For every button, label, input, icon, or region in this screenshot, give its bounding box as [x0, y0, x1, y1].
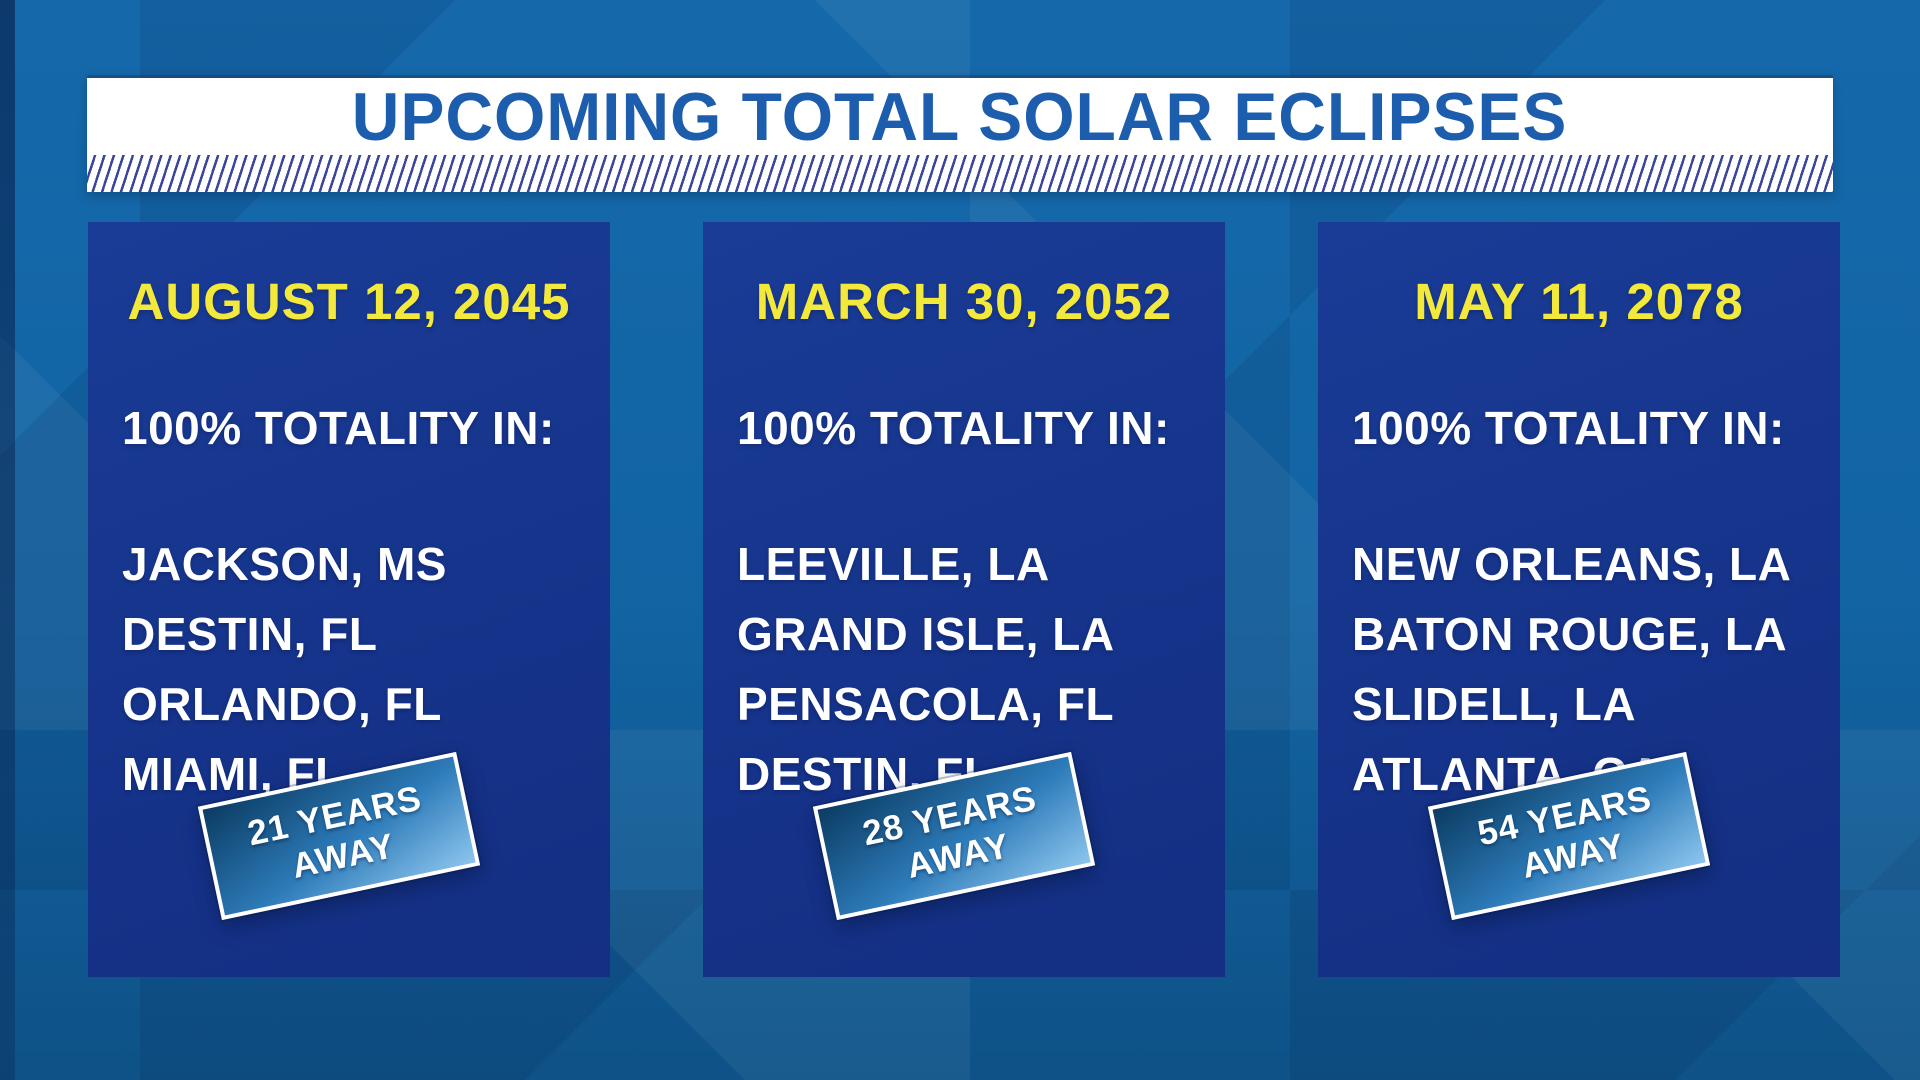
title-banner-hatch-stripe: [87, 155, 1833, 192]
city-line: LEEVILLE, LA: [737, 538, 1050, 590]
city-line: BATON ROUGE, LA: [1352, 608, 1788, 660]
city-line: GRAND ISLE, LA: [737, 608, 1115, 660]
city-line: JACKSON, MS: [122, 538, 447, 590]
city-line: ORLANDO, FL: [122, 678, 442, 730]
city-list: JACKSON, MS DESTIN, FL ORLANDO, FL MIAMI…: [88, 529, 610, 809]
city-line: NEW ORLEANS, LA: [1352, 538, 1792, 590]
eclipse-date: AUGUST 12, 2045: [127, 273, 571, 330]
eclipse-panel-2045: AUGUST 12, 2045 100% TOTALITY IN: JACKSO…: [88, 222, 610, 977]
city-list: LEEVILLE, LA GRAND ISLE, LA PENSACOLA, F…: [703, 529, 1225, 809]
eclipse-panel-2078: MAY 11, 2078 100% TOTALITY IN: NEW ORLEA…: [1318, 222, 1840, 977]
totality-label: 100% TOTALITY IN:: [1352, 402, 1785, 454]
totality-label: 100% TOTALITY IN:: [122, 402, 555, 454]
title-banner-white-band: UPCOMING TOTAL SOLAR ECLIPSES: [87, 78, 1833, 155]
city-list: NEW ORLEANS, LA BATON ROUGE, LA SLIDELL,…: [1318, 529, 1840, 809]
city-line: DESTIN, FL: [122, 608, 378, 660]
eclipse-date: MARCH 30, 2052: [755, 273, 1173, 330]
totality-label: 100% TOTALITY IN:: [737, 402, 1170, 454]
city-line: PENSACOLA, FL: [737, 678, 1115, 730]
eclipse-date: MAY 11, 2078: [1414, 273, 1744, 330]
left-edge-shading: [0, 0, 15, 1080]
title-banner: UPCOMING TOTAL SOLAR ECLIPSES: [87, 75, 1833, 192]
eclipse-panel-2052: MARCH 30, 2052 100% TOTALITY IN: LEEVILL…: [703, 222, 1225, 977]
city-line: SLIDELL, LA: [1352, 678, 1637, 730]
page-title: UPCOMING TOTAL SOLAR ECLIPSES: [352, 78, 1568, 155]
